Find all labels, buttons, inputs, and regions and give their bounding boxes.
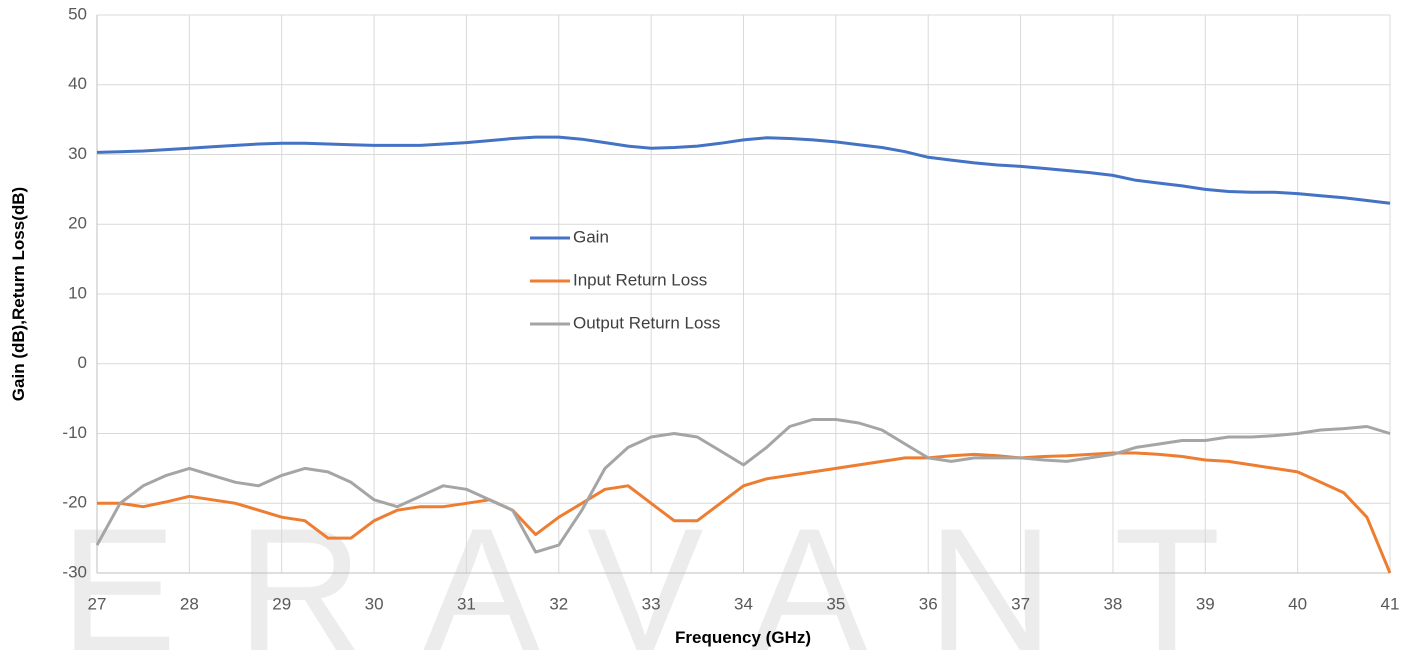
x-tick-label: 33 [642,594,661,613]
y-tick-label: -20 [62,493,87,512]
legend-label: Input Return Loss [573,270,707,289]
x-tick-label: 35 [826,594,845,613]
x-axis-title: Frequency (GHz) [675,628,811,647]
data-line [97,451,1392,574]
x-tick-label: 27 [88,594,107,613]
x-tick-label: 34 [734,594,753,613]
x-tick-label: 37 [1011,594,1030,613]
y-tick-label: 40 [68,74,87,93]
watermark: ERAVANT [60,493,1281,660]
y-tick-label: 10 [68,283,87,302]
y-tick-label: 30 [68,144,87,163]
x-tick-label: 32 [549,594,568,613]
x-tick-label: 41 [1381,594,1400,613]
legend-label: Gain [573,227,609,246]
y-tick-label: 0 [78,353,87,372]
x-tick-label: 29 [272,594,291,613]
x-tick-label: 38 [1103,594,1122,613]
legend-label: Output Return Loss [573,313,720,332]
x-tick-label: 31 [457,594,476,613]
y-tick-label: -30 [62,562,87,581]
x-tick-label: 39 [1196,594,1215,613]
data-line [95,418,1391,554]
x-tick-label: 28 [180,594,199,613]
y-tick-label: -10 [62,423,87,442]
x-tick-label: 40 [1288,594,1307,613]
y-axis-title: Gain (dB),Return Loss(dB) [9,187,28,401]
data-line [96,135,1391,205]
x-tick-label: 30 [365,594,384,613]
y-tick-label: 50 [68,4,87,23]
x-tick-label: 36 [919,594,938,613]
y-tick-label: 20 [68,214,87,233]
